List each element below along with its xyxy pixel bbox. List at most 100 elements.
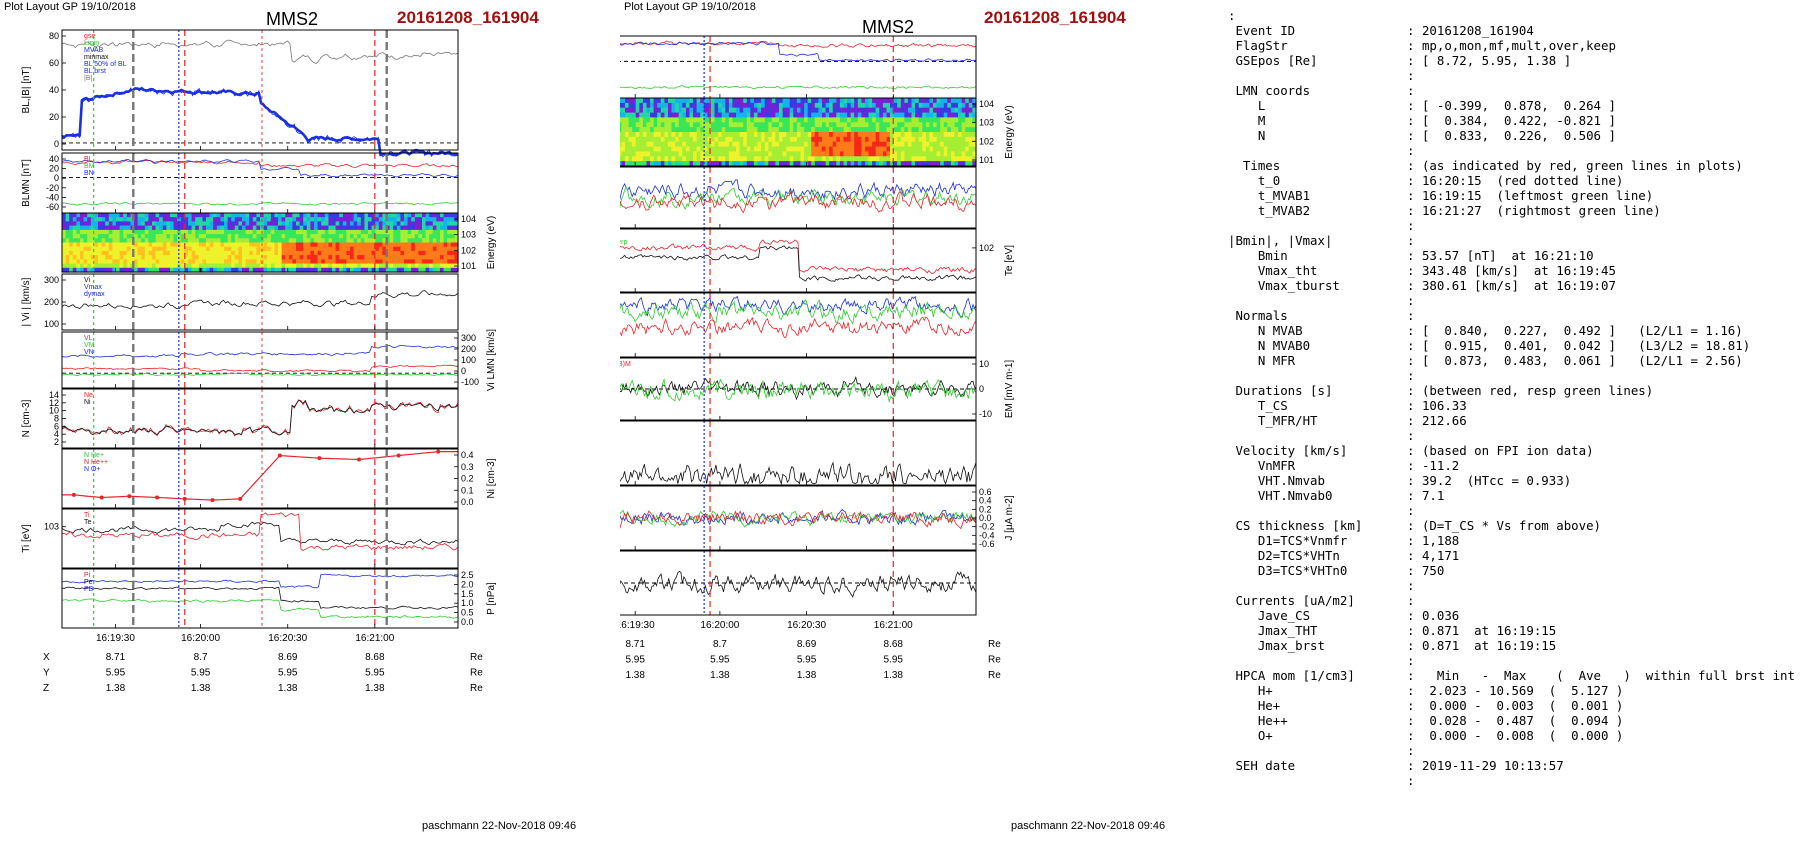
heatmap-cell [245, 221, 250, 227]
heatmap-cell [411, 250, 416, 256]
y-tick-label: 0.4 [979, 496, 992, 506]
heatmap-cell [825, 102, 830, 109]
heatmap-cell [227, 234, 232, 239]
heatmap-cell [209, 225, 214, 231]
heatmap-cell [411, 217, 416, 222]
heatmap-cell [725, 136, 730, 143]
heatmap-cell [843, 132, 848, 138]
heatmap-cell [173, 246, 178, 252]
heatmap-cell [400, 234, 405, 239]
series-line [61, 364, 458, 373]
heatmap-cell [368, 221, 373, 227]
info-line: t_0 : 16:20:15 (red dotted line) [1228, 173, 1624, 188]
heatmap-cell [288, 259, 293, 265]
heatmap-cell [306, 234, 311, 239]
heatmap-cell [296, 267, 301, 273]
heatmap-cell [736, 151, 741, 157]
heatmap-cell [299, 229, 304, 235]
heatmap-cell [646, 141, 651, 148]
y-tick-label: 20 [49, 112, 59, 122]
heatmap-cell [811, 146, 816, 153]
heatmap-cell [814, 112, 819, 119]
heatmap-cell [450, 246, 455, 252]
heatmap-cell [450, 217, 455, 222]
heatmap-cell [386, 238, 391, 244]
heatmap-cell [274, 238, 279, 244]
heatmap-cell [80, 229, 85, 235]
heatmap-cell [653, 161, 658, 167]
heatmap-cell [689, 132, 694, 138]
heatmap-cell [822, 127, 827, 133]
heatmap-cell [925, 156, 931, 162]
heatmap-cell [328, 242, 333, 248]
heatmap-cell [714, 122, 719, 128]
heatmap-cell [90, 242, 95, 248]
heatmap-cell [700, 136, 705, 143]
heatmap-cell [378, 229, 383, 235]
heatmap-cell [69, 225, 74, 231]
heatmap-cell [718, 107, 723, 114]
heatmap-cell [177, 238, 182, 244]
heatmap-cell [675, 161, 680, 167]
heatmap-cell [213, 225, 218, 231]
heatmap-cell [400, 225, 405, 231]
heatmap-cell [746, 132, 751, 138]
heatmap-cell [642, 107, 648, 114]
heatmap-cell [800, 146, 805, 153]
heatmap-cell [718, 112, 723, 119]
heatmap-cell [141, 250, 146, 256]
heatmap-cell [818, 141, 823, 148]
heatmap-cell [314, 229, 319, 235]
heatmap-cell [375, 267, 380, 273]
heatmap-cell [368, 250, 373, 256]
heatmap-cell [796, 127, 802, 133]
heatmap-cell [350, 217, 355, 222]
heatmap-cell [173, 242, 178, 248]
heatmap-cell [721, 127, 726, 133]
heatmap-cell [933, 117, 938, 123]
heatmap-cell [332, 259, 337, 265]
heatmap-cell [386, 225, 391, 231]
heatmap-cell [411, 234, 416, 239]
heatmap-cell [339, 225, 344, 231]
heatmap-cell [195, 255, 200, 260]
heatmap-cell [299, 242, 304, 248]
heatmap-cell [206, 225, 211, 231]
heatmap-cell [879, 156, 884, 162]
heatmap-cell [414, 267, 419, 273]
heatmap-cell [911, 141, 916, 148]
heatmap-cell [141, 259, 146, 265]
heatmap-cell [72, 250, 77, 256]
heatmap-cell [234, 242, 239, 248]
heatmap-cell [407, 246, 412, 252]
heatmap-cell [152, 267, 157, 273]
subplot-frame [620, 485, 977, 551]
heatmap-cell [436, 267, 441, 273]
heatmap-cell [324, 255, 329, 260]
heatmap-cell [854, 117, 859, 123]
heatmap-cell [162, 263, 167, 269]
heatmap-cell [332, 225, 337, 231]
info-line: VHT.Nmvab0 : 7.1 [1228, 488, 1445, 503]
heatmap-cell [285, 259, 290, 265]
heatmap-cell [897, 127, 902, 133]
heatmap-cell [721, 122, 726, 128]
heatmap-cell [83, 267, 88, 273]
heatmap-cell [335, 221, 340, 227]
heatmap-cell [857, 98, 862, 104]
heatmap-cell [404, 255, 409, 260]
heatmap-cell [382, 250, 387, 256]
heatmap-cell [436, 238, 441, 244]
heatmap-cell [789, 141, 794, 148]
heatmap-cell [700, 141, 705, 148]
heatmap-cell [249, 263, 254, 269]
heatmap-cell [693, 102, 698, 109]
heatmap-cell [162, 217, 167, 222]
heatmap-cell [714, 102, 719, 109]
heatmap-cell [346, 217, 351, 222]
heatmap-cell [317, 238, 322, 244]
heatmap-cell [621, 136, 626, 143]
heatmap-cell [822, 102, 827, 109]
heatmap-cell [728, 98, 734, 104]
heatmap-cell [267, 267, 272, 273]
